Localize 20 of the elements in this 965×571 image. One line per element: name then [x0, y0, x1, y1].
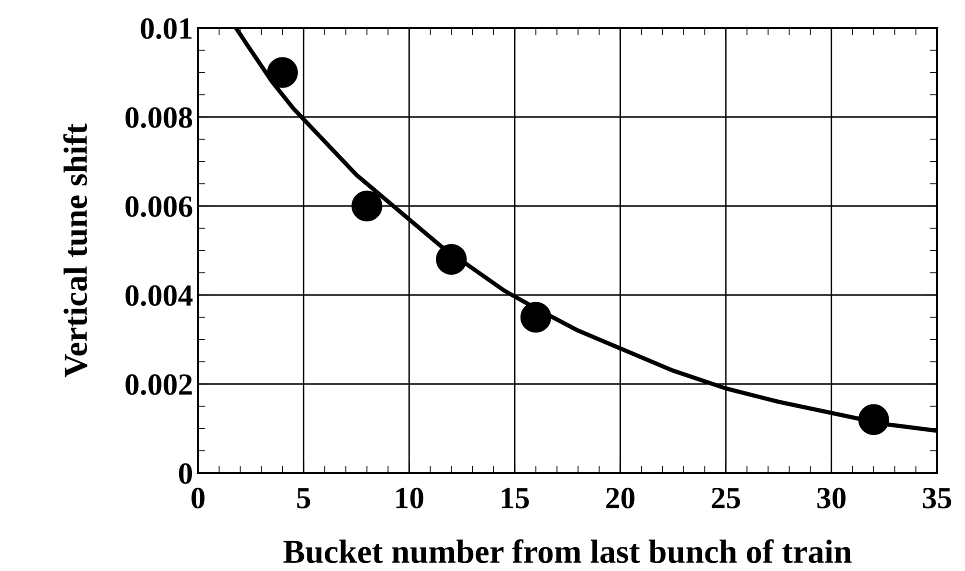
x-tick-label: 30: [817, 488, 846, 508]
point: [267, 57, 298, 88]
point: [520, 302, 552, 333]
point: [858, 404, 890, 436]
y-tick-label: 0.01: [140, 18, 192, 40]
y-tick-label: 0.006: [126, 196, 192, 218]
x-tick-label: 35: [922, 488, 952, 508]
y-tick-label: 0.008: [126, 107, 192, 128]
y-tick-label: 0: [179, 463, 192, 484]
point: [436, 244, 467, 275]
x-tick-label: 20: [606, 488, 634, 508]
y-tick-label: 0.004: [126, 285, 193, 306]
y-tick-label: 0.002: [126, 374, 192, 396]
point: [351, 190, 382, 222]
x-tick-label: 5: [297, 488, 310, 508]
x-tick-label: 15: [502, 488, 529, 508]
x-tick-label: 10: [396, 488, 424, 508]
x-axis-title: Bucket number from last bunch of train: [283, 539, 852, 564]
x-tick-label: 25: [712, 488, 740, 508]
y-axis-title: Vertical tune shift: [63, 123, 88, 378]
